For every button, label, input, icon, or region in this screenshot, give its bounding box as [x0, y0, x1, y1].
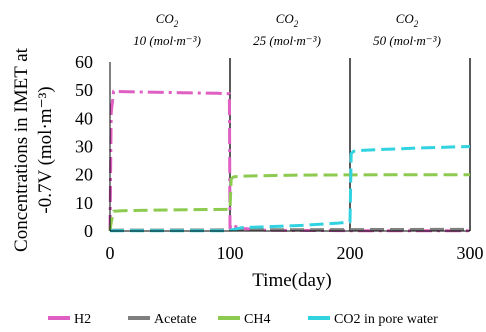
y-tick-label: 0: [84, 221, 93, 241]
phase-annotation-concentration: 25 (mol·m⁻³): [253, 33, 321, 48]
y-axis-label-line-1: Concentrations in IMET at: [11, 47, 32, 252]
y-tick-label: 40: [75, 108, 93, 128]
x-axis-label: Time(day): [252, 270, 332, 291]
y-tick-labels: 0 10 20 30 40 50 60: [75, 52, 93, 241]
axes: [109, 62, 470, 232]
y-tick-label: 60: [75, 52, 93, 72]
phase-annotation-title: CO2: [396, 11, 419, 29]
series-line-co2-in-pore-water: [110, 145, 471, 233]
x-tick-label: 100: [217, 243, 244, 263]
phase-annotation-subscript: 2: [294, 19, 299, 29]
phase-annotation-title: CO2: [276, 11, 299, 29]
legend-label: Acetate: [154, 312, 197, 327]
phase-annotations: CO2 10 (mol·m⁻³) CO2 25 (mol·m⁻³) CO2 50 (mol…: [133, 11, 441, 48]
legend-label: H2: [74, 312, 91, 327]
series-line-ch4: [108, 173, 470, 232]
y-tick-label: 20: [75, 165, 93, 185]
x-tick-label: 200: [337, 243, 364, 263]
legend-label: CH4: [244, 312, 270, 327]
x-tick-labels: 0 100 200 300: [106, 243, 484, 263]
x-tick-label: 0: [106, 243, 115, 263]
legend: H2 Acetate CH4 CO2 in pore water: [48, 312, 438, 327]
phase-annotation-subscript: 2: [174, 19, 179, 29]
phase-annotation-title: CO2: [156, 11, 179, 29]
y-tick-label: 30: [75, 137, 93, 157]
y-tick-label: 50: [75, 80, 93, 100]
y-axis-label-line-2: -0.7V (mol·m⁻³): [35, 86, 56, 213]
legend-label: CO2 in pore water: [334, 312, 438, 327]
phase-annotation-subscript: 2: [414, 19, 419, 29]
phase-annotation-concentration: 10 (mol·m⁻³): [133, 33, 201, 48]
phase-divider-lines: [229, 58, 471, 231]
series-layer: [108, 89, 471, 233]
y-tick-label: 10: [75, 193, 93, 213]
x-tick-label: 300: [457, 243, 484, 263]
phase-annotation-concentration: 50 (mol·m⁻³): [373, 33, 441, 48]
